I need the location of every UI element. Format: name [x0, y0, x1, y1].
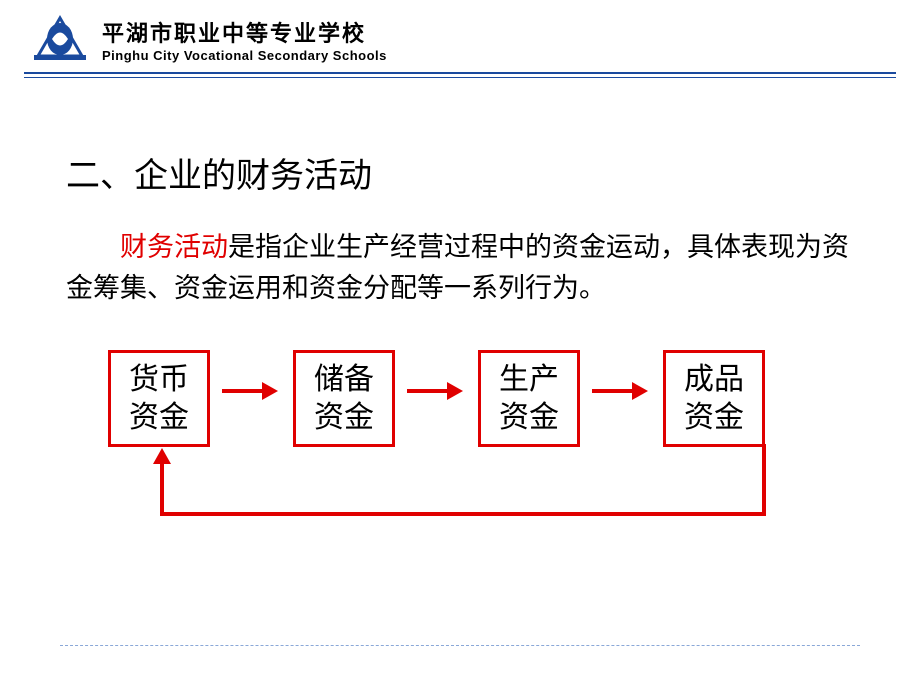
- school-name-block: 平湖市职业中等专业学校 Pinghu City Vocational Secon…: [102, 16, 387, 63]
- return-arrowhead: [153, 448, 171, 464]
- arrow-n2-n3: [407, 386, 463, 396]
- school-name-cn: 平湖市职业中等专业学校: [102, 16, 387, 48]
- header: 平湖市职业中等专业学校 Pinghu City Vocational Secon…: [0, 0, 920, 72]
- header-rule: [24, 72, 896, 78]
- footer-rule: [60, 645, 860, 646]
- description: 财务活动是指企业生产经营过程中的资金运动，具体表现为资金筹集、资金运用和资金分配…: [66, 227, 870, 308]
- flowchart: 货币资金储备资金生产资金成品资金: [0, 340, 920, 590]
- flow-node-n1: 货币资金: [108, 350, 210, 447]
- return-h: [160, 512, 766, 516]
- flow-node-n2: 储备资金: [293, 350, 395, 447]
- return-left-v: [160, 464, 164, 516]
- school-name-en: Pinghu City Vocational Secondary Schools: [102, 48, 387, 63]
- school-logo: [30, 14, 90, 64]
- flow-node-n3: 生产资金: [478, 350, 580, 447]
- return-right-v: [762, 444, 766, 512]
- arrow-n1-n2: [222, 386, 278, 396]
- section-title: 二、企业的财务活动: [66, 148, 920, 197]
- flow-node-n4: 成品资金: [663, 350, 765, 447]
- description-keyword: 财务活动: [120, 232, 228, 262]
- arrow-n3-n4: [592, 386, 648, 396]
